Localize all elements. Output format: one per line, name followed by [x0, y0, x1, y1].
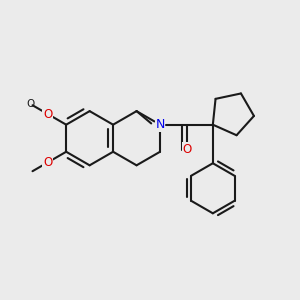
Text: O: O: [43, 156, 52, 169]
Text: O: O: [182, 143, 192, 156]
Text: N: N: [155, 118, 165, 131]
Text: O: O: [26, 99, 34, 109]
Text: O: O: [43, 108, 52, 121]
